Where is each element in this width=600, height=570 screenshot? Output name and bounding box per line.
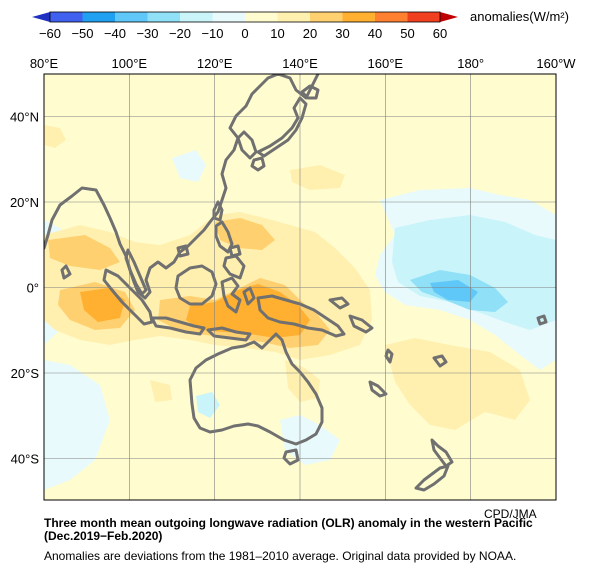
colorbar-tick-label: 20: [303, 26, 317, 40]
colorbar-swatch: [407, 12, 441, 22]
latitude-labels: 40°N 20°N 0° 20°S 40°S: [10, 110, 39, 467]
coastline-philippines-visayas: [228, 244, 242, 258]
coastline-lesser-sunda: [206, 326, 252, 342]
colorbar-swatches: [50, 12, 441, 22]
colorbar-tick-label: −20: [169, 26, 191, 40]
colorbar-swatch: [82, 12, 116, 22]
coastline-borneo: [174, 264, 218, 306]
colorbar-tick-label: −10: [201, 26, 223, 40]
latitude-label: 40°S: [11, 452, 40, 467]
coastline-new-caledonia: [368, 380, 388, 398]
colorbar-swatch: [310, 12, 343, 22]
latitude-label: 0°: [27, 281, 39, 296]
positive-anomaly-shading: [290, 165, 345, 190]
coastline-java: [150, 316, 206, 336]
coastline-malay-peninsula: [124, 248, 148, 296]
positive-anomaly-shading: [80, 288, 125, 322]
colorbar-high-arrow: [440, 12, 458, 22]
negative-anomaly-shading: [172, 150, 206, 182]
coastline-hainan: [176, 244, 190, 258]
negative-anomaly-shading: [44, 360, 110, 490]
colorbar-swatch: [180, 12, 213, 22]
coastline-new-zealand-north: [430, 438, 454, 468]
colorbar-swatch: [115, 12, 148, 22]
caption-title-line-1: Three month mean outgoing longwave radia…: [44, 516, 533, 530]
coastline-vanuatu: [384, 348, 394, 364]
colorbar-tick-label: −50: [71, 26, 93, 40]
credit-label: CPD/JMA: [484, 507, 537, 521]
longitude-label: 120°E: [197, 56, 233, 71]
coastline-japan-honshu: [256, 96, 308, 158]
coastline-tasmania: [282, 448, 300, 466]
coastline-new-guinea: [256, 294, 346, 338]
coastline-asia-mainland: [44, 74, 320, 300]
longitude-label: 80°E: [30, 56, 59, 71]
colorbar-tick-label: −60: [39, 26, 61, 40]
latitude-label: 20°S: [11, 366, 40, 381]
coastline-australia: [188, 332, 324, 446]
olr-anomaly-map: 80°E 100°E 120°E 140°E 160°E 180° 160°W 40°N 20…: [10, 56, 576, 501]
colorbar-unit-label: anomalies(W/m²): [470, 9, 569, 24]
longitude-label: 140°E: [282, 56, 318, 71]
longitude-label: 100°E: [112, 56, 148, 71]
coastline-fiji: [432, 354, 448, 368]
colorbar-swatch: [342, 12, 376, 22]
coastline-taiwan: [212, 200, 224, 222]
colorbar-tick-label: 50: [400, 26, 414, 40]
coastline-solomon-islands: [348, 314, 374, 334]
positive-anomaly-shading: [285, 360, 320, 402]
negative-anomaly-shading: [430, 280, 478, 302]
coastline-new-zealand-south: [414, 464, 450, 492]
positive-anomaly-shading: [385, 338, 530, 430]
colorbar-tick-label: −40: [104, 26, 126, 40]
positive-anomaly-shading: [150, 380, 172, 402]
longitude-label: 160°E: [368, 56, 404, 71]
negative-anomaly-shading: [392, 215, 556, 330]
graticule: [44, 74, 556, 500]
caption-note: Anomalies are deviations from the 1981–2…: [44, 549, 517, 563]
coastline-japan-hokkaido: [300, 84, 320, 100]
colorbar-swatch: [147, 12, 181, 22]
colorbar-swatch: [245, 12, 278, 22]
colorbar-swatch: [212, 12, 246, 22]
colorbar-tick-label: 30: [335, 26, 349, 40]
colorbar-tick-label: 40: [368, 26, 382, 40]
caption-title-line-2: (Dec.2019−Feb.2020): [44, 529, 163, 543]
longitude-label: 160°W: [536, 56, 576, 71]
coastline-korea: [236, 130, 258, 160]
colorbar-tick-label: 0: [241, 26, 248, 40]
colorbar-tick-labels: −60 −50 −40 −30 −20 −10 0 10 20 30 40 50 60: [39, 26, 447, 40]
caption-title: Three month mean outgoing longwave radia…: [44, 517, 594, 543]
coastline-sri-lanka: [60, 264, 72, 280]
positive-anomaly-shading: [44, 125, 66, 148]
colorbar-low-arrow: [32, 12, 50, 22]
positive-anomaly-shading: [48, 235, 120, 270]
longitude-labels: 80°E 100°E 120°E 140°E 160°E 180° 160°W: [30, 56, 576, 71]
coastlines: [44, 74, 548, 492]
colorbar-swatch: [50, 12, 83, 22]
colorbar-tick-label: −30: [136, 26, 158, 40]
latitude-label: 20°N: [10, 195, 39, 210]
coastline-sumatra: [102, 268, 154, 326]
longitude-label: 180°: [457, 56, 484, 71]
colorbar-legend: −60 −50 −40 −30 −20 −10 0 10 20 30 40 50 60 anomalie…: [32, 9, 569, 40]
coastline-japan-kyushu: [250, 156, 266, 172]
colorbar-swatch: [375, 12, 408, 22]
colorbar-tick-label: 60: [433, 26, 447, 40]
latitude-label: 40°N: [10, 110, 39, 125]
coastline-moluccas: [242, 286, 256, 306]
colorbar-swatch: [277, 12, 311, 22]
coastline-sulawesi: [220, 276, 242, 314]
negative-anomaly-shading: [196, 392, 220, 418]
colorbar-tick-label: 10: [270, 26, 284, 40]
coastline-new-britain: [328, 296, 350, 310]
coastline-samoa-islands: [536, 314, 548, 326]
colorbar-frame: [49, 11, 441, 23]
map-frame: [43, 73, 557, 501]
